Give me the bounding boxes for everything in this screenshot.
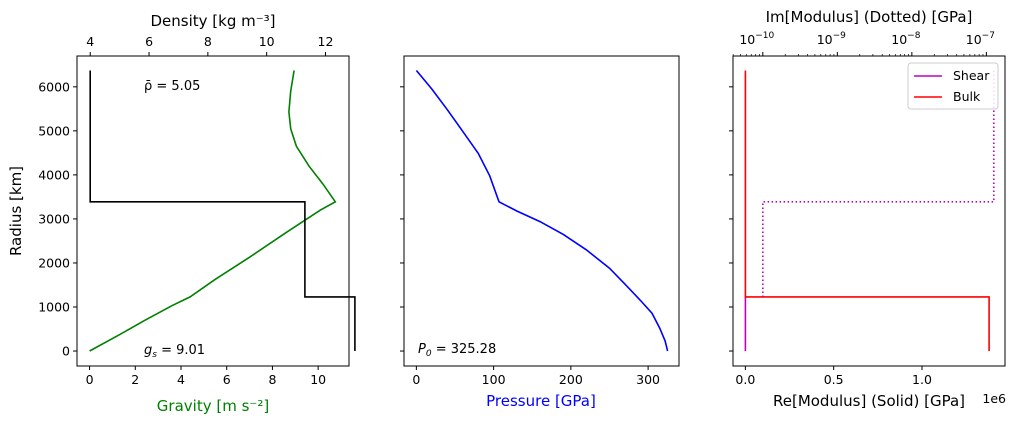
x2-tick-label: 10−10 (739, 31, 774, 47)
panel-pressure-frame (403, 55, 680, 367)
y-tick-label: 3000 (38, 211, 70, 226)
x-tick-label: 10 (310, 372, 326, 387)
central-pressure-annotation: P0 = 325.28 (418, 342, 496, 359)
x-tick-label: 200 (559, 372, 583, 387)
panel3-top-axis-label: Im[Modulus] (Dotted) [GPa] (766, 8, 973, 26)
y-tick-label: 4000 (38, 167, 70, 182)
panel1-top-axis-label: Density [kg m⁻³] (150, 12, 275, 30)
legend: Shear Bulk (907, 62, 999, 110)
y-tick-label: 2000 (38, 255, 70, 270)
x-tick-label: 1.0 (912, 372, 932, 387)
x2-tick-label: 10−9 (817, 31, 846, 47)
series-line (89, 70, 356, 351)
panel1-bottom-axis-label: Gravity [m s⁻²] (157, 397, 269, 415)
x2-tick-label: 6 (145, 34, 153, 49)
y-tick-label: 0 (62, 344, 70, 359)
x-tick-label: 6 (223, 372, 231, 387)
panel-modulus-frame (732, 55, 1006, 367)
panel3-bottom-axis-label: Re[Modulus] (Solid) [GPa] (773, 392, 965, 410)
x-tick-label: 0.0 (735, 372, 755, 387)
x2-tick-label: 10 (259, 34, 275, 49)
panel-density-gravity-frame (76, 55, 350, 367)
x2-tick-label: 4 (86, 34, 94, 49)
density-mean-annotation: ρ̄ = 5.05 (144, 79, 200, 94)
panel-density-gravity: 0 1000 2000 3000 4000 5000 6000 0 2 4 6 8 10 4 6 8 10 12 (38, 34, 356, 387)
x-tick-label: 300 (636, 372, 660, 387)
panel-modulus: 0.0 0.5 1.0 10−10 10−9 10−8 10−7 (729, 31, 995, 387)
x-tick-label: 2 (131, 372, 139, 387)
x-tick-label: 4 (177, 372, 185, 387)
x-tick-label: 100 (482, 372, 506, 387)
surface-gravity-annotation: gs = 9.01 (144, 343, 205, 360)
y-tick-label: 1000 (38, 299, 70, 314)
x2-tick-label: 10−7 (966, 31, 995, 47)
x-tick-label: 0.5 (824, 372, 844, 387)
panel2-bottom-axis-label: Pressure [GPa] (486, 392, 596, 410)
legend-bulk-label: Bulk (953, 89, 981, 104)
x2-tick-label: 10−8 (891, 31, 920, 47)
y-tick-label: 5000 (38, 123, 70, 138)
panel-pressure: 0 100 200 300 (400, 69, 669, 387)
y-tick-label: 6000 (38, 79, 70, 94)
series-line (89, 70, 337, 352)
series-line (744, 70, 990, 351)
x2-tick-label: 12 (318, 34, 334, 49)
legend-shear-label: Shear (953, 68, 990, 83)
x-tick-label: 8 (268, 372, 276, 387)
y-axis-label: Radius [km] (7, 166, 25, 256)
x-tick-label: 0 (412, 372, 420, 387)
series-line (415, 69, 669, 352)
panel3-x-offset-label: 1e6 (982, 391, 1006, 406)
x-tick-label: 0 (86, 372, 94, 387)
x2-tick-label: 8 (204, 34, 212, 49)
